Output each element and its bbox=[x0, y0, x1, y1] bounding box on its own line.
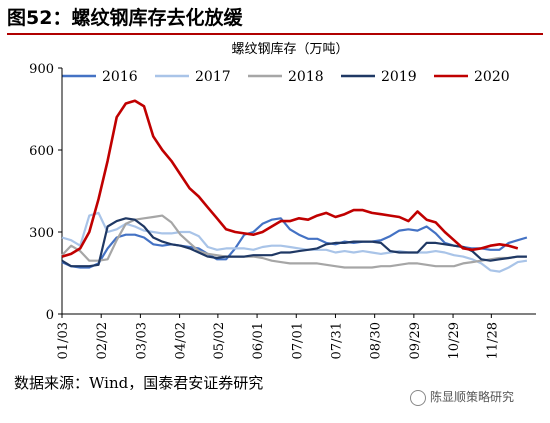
x-tick-label: 11/28 bbox=[485, 322, 500, 359]
legend-label-2017: 2017 bbox=[195, 69, 231, 85]
x-tick-label: 02/02 bbox=[95, 322, 110, 359]
line-chart: 螺纹钢库存（万吨） 2016 2017 2018 2019 2020 0 300 600 90… bbox=[29, 41, 536, 359]
legend-label-2020: 2020 bbox=[474, 69, 510, 85]
y-tick-label: 600 bbox=[29, 144, 54, 159]
series-line-2018 bbox=[61, 214, 527, 269]
x-tick-label: 03/03 bbox=[134, 322, 149, 359]
legend-label-2018: 2018 bbox=[288, 69, 324, 85]
x-tick-label: 09/29 bbox=[408, 322, 423, 359]
x-tick-label: 07/31 bbox=[329, 322, 344, 359]
source-note: 数据来源：Wind，国泰君安证券研究 bbox=[14, 374, 264, 392]
legend-label-2019: 2019 bbox=[381, 69, 417, 85]
plot-area bbox=[61, 99, 528, 273]
x-tick-label: 10/29 bbox=[447, 322, 462, 359]
figure-title: 图52：螺纹钢库存去化放缓 bbox=[7, 3, 543, 35]
watermark: 陈显顺策略研究 bbox=[410, 388, 514, 406]
y-tick-label: 900 bbox=[29, 62, 54, 77]
x-tick-label: 08/30 bbox=[369, 322, 384, 359]
series-line-2020 bbox=[61, 99, 519, 258]
x-tick-label: 07/01 bbox=[290, 322, 305, 359]
x-tick-label: 04/02 bbox=[174, 322, 189, 359]
watermark-text: 陈显顺策略研究 bbox=[430, 390, 515, 404]
chart-title: 螺纹钢库存（万吨） bbox=[231, 41, 348, 57]
legend-label-2016: 2016 bbox=[102, 69, 138, 85]
x-tick-label: 01/03 bbox=[56, 322, 71, 359]
legend: 2016 2017 2018 2019 2020 bbox=[62, 69, 510, 85]
wechat-icon bbox=[410, 389, 426, 406]
axes: 0 300 600 900 01/03 02/02 03/03 04/02 05/02 06/01… bbox=[29, 62, 536, 359]
y-tick-label: 0 bbox=[46, 308, 54, 323]
x-tick-label: 05/02 bbox=[212, 322, 227, 359]
series-line-2017 bbox=[61, 211, 528, 273]
x-tick-label: 06/01 bbox=[251, 322, 266, 359]
y-tick-label: 300 bbox=[29, 226, 54, 241]
series-line-2019 bbox=[61, 217, 527, 268]
